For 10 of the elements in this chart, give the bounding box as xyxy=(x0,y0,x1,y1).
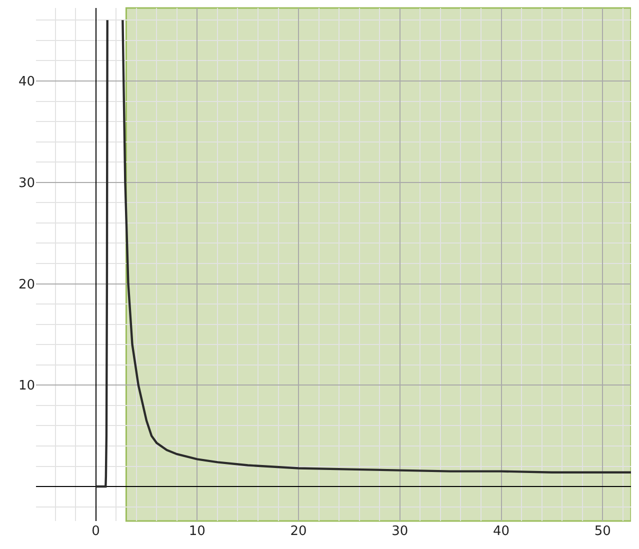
x-tick-label: 20 xyxy=(290,524,307,539)
x-tick-label: 50 xyxy=(594,524,611,539)
y-tick-label: 40 xyxy=(18,74,35,90)
y-tick-label: 10 xyxy=(18,378,35,394)
x-tick-label: 40 xyxy=(492,524,510,539)
x-tick-label: 10 xyxy=(188,524,206,539)
x-tick-label: 30 xyxy=(392,524,408,539)
y-tick-label: 20 xyxy=(18,277,35,292)
y-tick-label: 30 xyxy=(18,176,35,191)
x-tick-label: 0 xyxy=(92,524,100,539)
